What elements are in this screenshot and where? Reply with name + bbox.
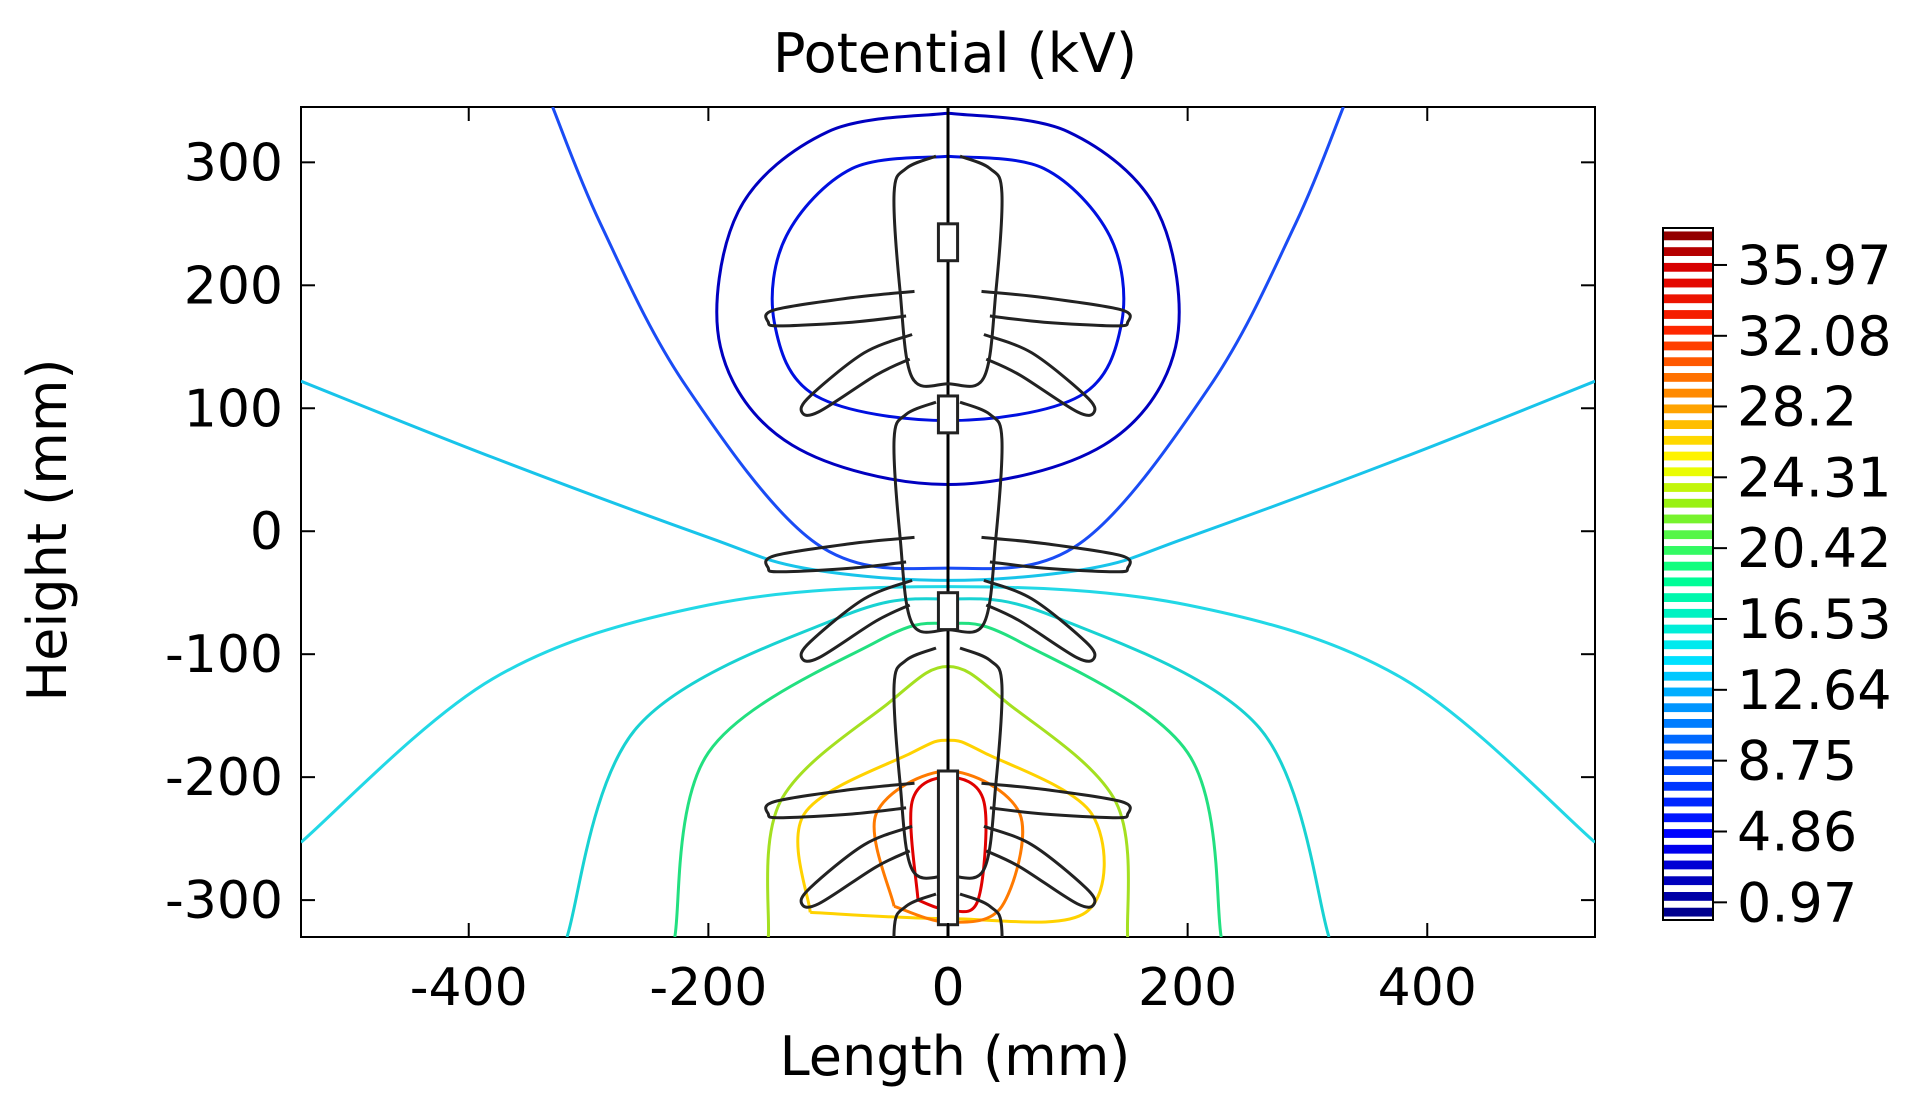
- insulator-unit-3: [892, 892, 1004, 937]
- insulator-unit-0: [764, 154, 1132, 417]
- colorbar-band: [1663, 781, 1713, 791]
- colorbar-band: [1663, 546, 1713, 555]
- colorbar-band: [1663, 420, 1713, 429]
- insulator-cap: [892, 892, 1004, 937]
- colorbar-band: [1663, 892, 1713, 901]
- x-tick-label: 0: [931, 958, 964, 1018]
- colorbar-band: [1663, 373, 1713, 382]
- colorbar-band: [1663, 357, 1713, 367]
- colorbar-band: [1663, 247, 1713, 256]
- colorbar-label: 28.2: [1737, 375, 1857, 438]
- shed-upper: [981, 781, 1132, 820]
- colorbar-band: [1663, 687, 1713, 697]
- colorbar-band: [1663, 231, 1713, 241]
- plot-area: [300, 106, 1596, 938]
- colorbar-band: [1663, 388, 1713, 398]
- colorbar-frame: [1662, 227, 1714, 921]
- colorbar-label: 20.42: [1737, 517, 1892, 580]
- x-axis-label: Length (mm): [780, 1025, 1131, 1088]
- y-tick-label: 200: [184, 256, 283, 316]
- pin-terminal-0: [936, 222, 960, 263]
- insulator-cap: [892, 154, 1004, 388]
- chart-title: Potential (kV): [773, 22, 1137, 85]
- colorbar-band: [1663, 719, 1713, 728]
- colorbar-band: [1663, 907, 1713, 917]
- shed-upper: [764, 535, 915, 574]
- colorbar-label: 0.97: [1737, 871, 1857, 934]
- y-tick-label: -300: [165, 871, 283, 931]
- colorbar-band: [1663, 876, 1713, 886]
- colorbar-band: [1663, 310, 1713, 319]
- y-axis: 300 200 100 0 -100 -200 -300: [165, 133, 1595, 931]
- colorbar-band: [1663, 624, 1713, 634]
- colorbar-band: [1663, 656, 1713, 665]
- colorbar-label: 4.86: [1737, 800, 1857, 863]
- shed-upper: [764, 781, 915, 820]
- x-tick-label: -200: [649, 958, 767, 1018]
- shed-upper: [764, 289, 915, 328]
- pin-terminal-2: [936, 591, 960, 632]
- colorbar-band: [1663, 860, 1713, 870]
- colorbar-band: [1663, 844, 1713, 854]
- shed-upper: [981, 289, 1132, 328]
- pin-terminal-1: [936, 394, 960, 435]
- colorbar-band: [1663, 514, 1713, 524]
- colorbar-band: [1663, 467, 1713, 477]
- colorbar-label: 8.75: [1737, 730, 1857, 793]
- x-tick-label: -400: [410, 958, 528, 1018]
- colorbar-band: [1663, 325, 1713, 335]
- colorbar-band: [1663, 640, 1713, 650]
- colorbar-label: 16.53: [1737, 588, 1892, 651]
- colorbar-label: 24.31: [1737, 446, 1892, 509]
- x-axis: -400 -200 0 200 400: [410, 107, 1477, 1018]
- shed-lower: [983, 824, 1097, 909]
- colorbar-band: [1663, 671, 1713, 681]
- colorbar-band: [1663, 750, 1713, 760]
- x-tick-label: 200: [1138, 958, 1237, 1018]
- y-tick-label: -100: [165, 625, 283, 685]
- colorbar-band: [1663, 561, 1713, 571]
- shed-upper: [981, 535, 1132, 574]
- y-tick-label: 0: [250, 502, 283, 562]
- colorbar-band: [1663, 766, 1713, 775]
- colorbar-band: [1663, 498, 1713, 508]
- x-tick-label: 400: [1378, 958, 1477, 1018]
- colorbar-band: [1663, 278, 1713, 288]
- y-tick-label: 300: [184, 133, 283, 193]
- shed-lower: [799, 333, 913, 417]
- colorbar: 35.97 32.08 28.2 24.31 20.42 16.53 12.64 8.75 4.…: [1662, 227, 1892, 934]
- colorbar-band: [1663, 734, 1713, 744]
- colorbar-band: [1663, 593, 1713, 602]
- colorbar-band: [1663, 703, 1713, 713]
- colorbar-label: 32.08: [1737, 305, 1892, 368]
- y-axis-label: Height (mm): [16, 358, 79, 701]
- colorbar-band: [1663, 530, 1713, 540]
- colorbar-band: [1663, 608, 1713, 618]
- colorbar-band: [1663, 435, 1713, 445]
- shed-lower: [799, 824, 913, 909]
- colorbar-band: [1663, 294, 1713, 304]
- colorbar-band: [1663, 451, 1713, 461]
- colorbar-band: [1663, 577, 1713, 587]
- y-tick-label: -200: [165, 748, 283, 808]
- colorbar-band: [1663, 262, 1713, 272]
- colorbar-band: [1663, 829, 1713, 838]
- colorbar-label: 35.97: [1737, 234, 1892, 297]
- insulator-geometry: [764, 107, 1132, 937]
- colorbar-band: [1663, 483, 1713, 492]
- colorbar-band: [1663, 341, 1713, 351]
- colorbar-label: 12.64: [1737, 659, 1892, 722]
- y-tick-label: 100: [184, 379, 283, 439]
- shed-lower: [799, 578, 913, 663]
- pin-terminal-3: [936, 769, 960, 927]
- colorbar-band: [1663, 404, 1713, 414]
- shed-lower: [983, 578, 1097, 663]
- shed-lower: [983, 333, 1097, 417]
- colorbar-band: [1663, 813, 1713, 823]
- colorbar-band: [1663, 797, 1713, 807]
